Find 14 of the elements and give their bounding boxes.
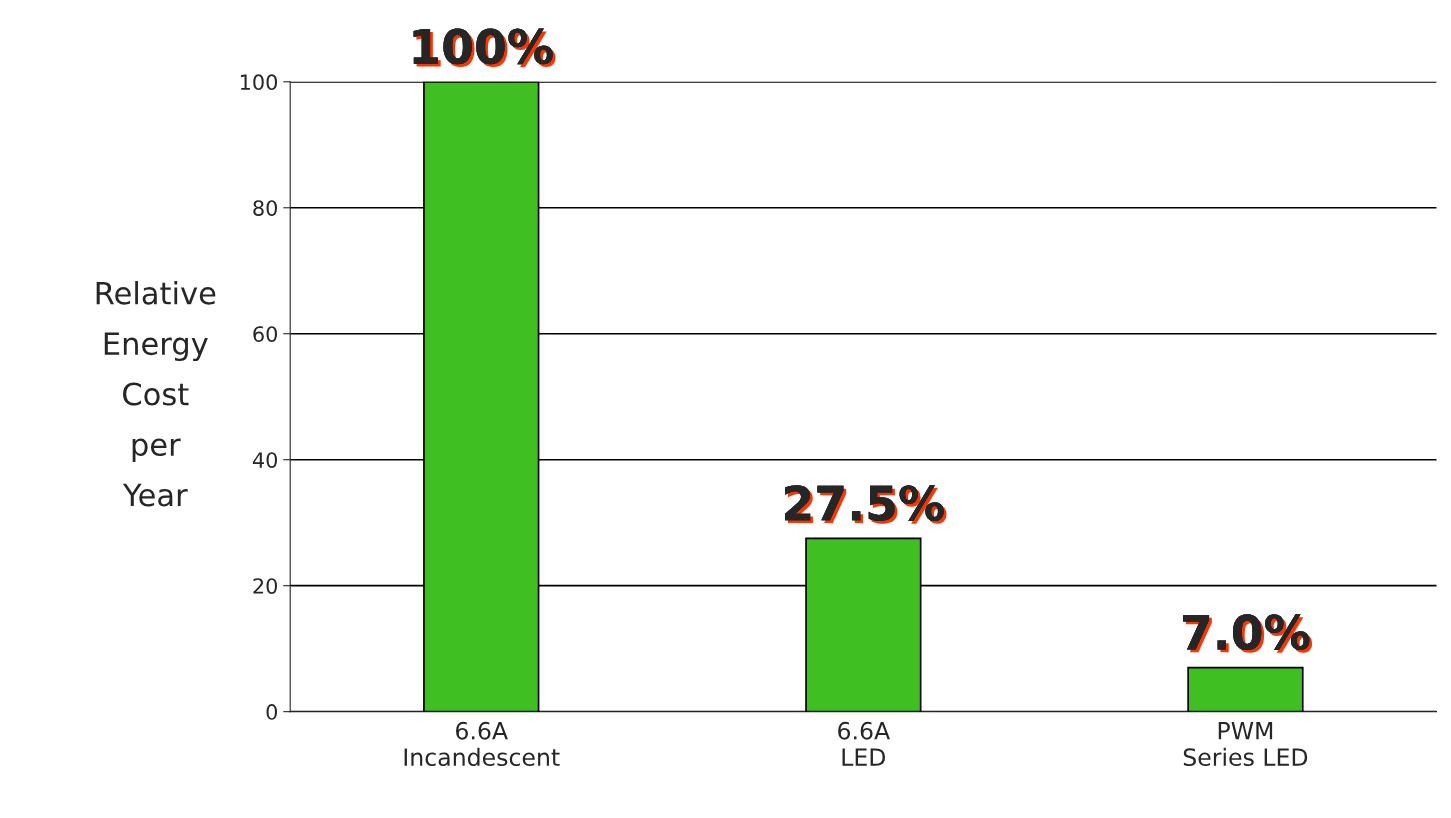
x-tick-label: 6.6A Incandescent — [404, 721, 560, 767]
bar — [1187, 666, 1304, 712]
data-label: 27.5% — [785, 485, 947, 524]
x-tick-label: 6.6A LED — [838, 721, 890, 766]
x-tick-label: PWM Series LED — [1183, 722, 1308, 767]
y-tick-label: 80 — [253, 200, 278, 216]
y-tick-label: 0 — [266, 704, 278, 720]
y-tick-label: 60 — [253, 326, 278, 342]
y-tick-label: 20 — [253, 578, 278, 594]
y-axis-title: Relative Energy Cost per Year — [96, 281, 216, 507]
y-tick-label: 40 — [252, 452, 278, 468]
y-tick-label: 100 — [240, 74, 278, 91]
data-label: 7.0% — [1183, 614, 1313, 653]
data-label: 100% — [413, 28, 556, 68]
